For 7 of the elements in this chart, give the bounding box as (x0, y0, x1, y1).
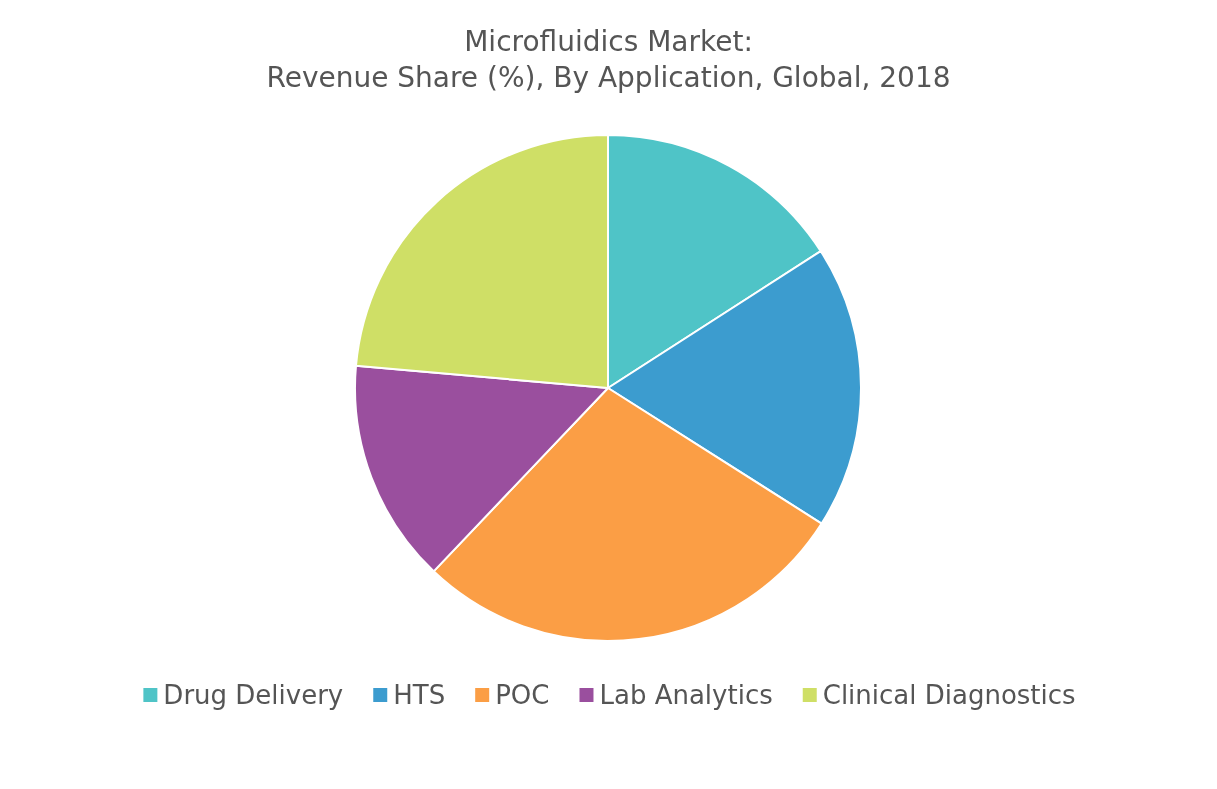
legend-label: Lab Analytics (599, 680, 773, 710)
legend-label: Drug Delivery (163, 680, 344, 710)
chart-title: Microfluidics Market: (464, 24, 753, 58)
legend-label: HTS (393, 680, 446, 710)
chart-subtitle: Revenue Share (%), By Application, Global, 2018 (266, 60, 951, 94)
legend-label: Clinical Diagnostics (822, 680, 1076, 710)
legend-label: POC (495, 680, 550, 710)
